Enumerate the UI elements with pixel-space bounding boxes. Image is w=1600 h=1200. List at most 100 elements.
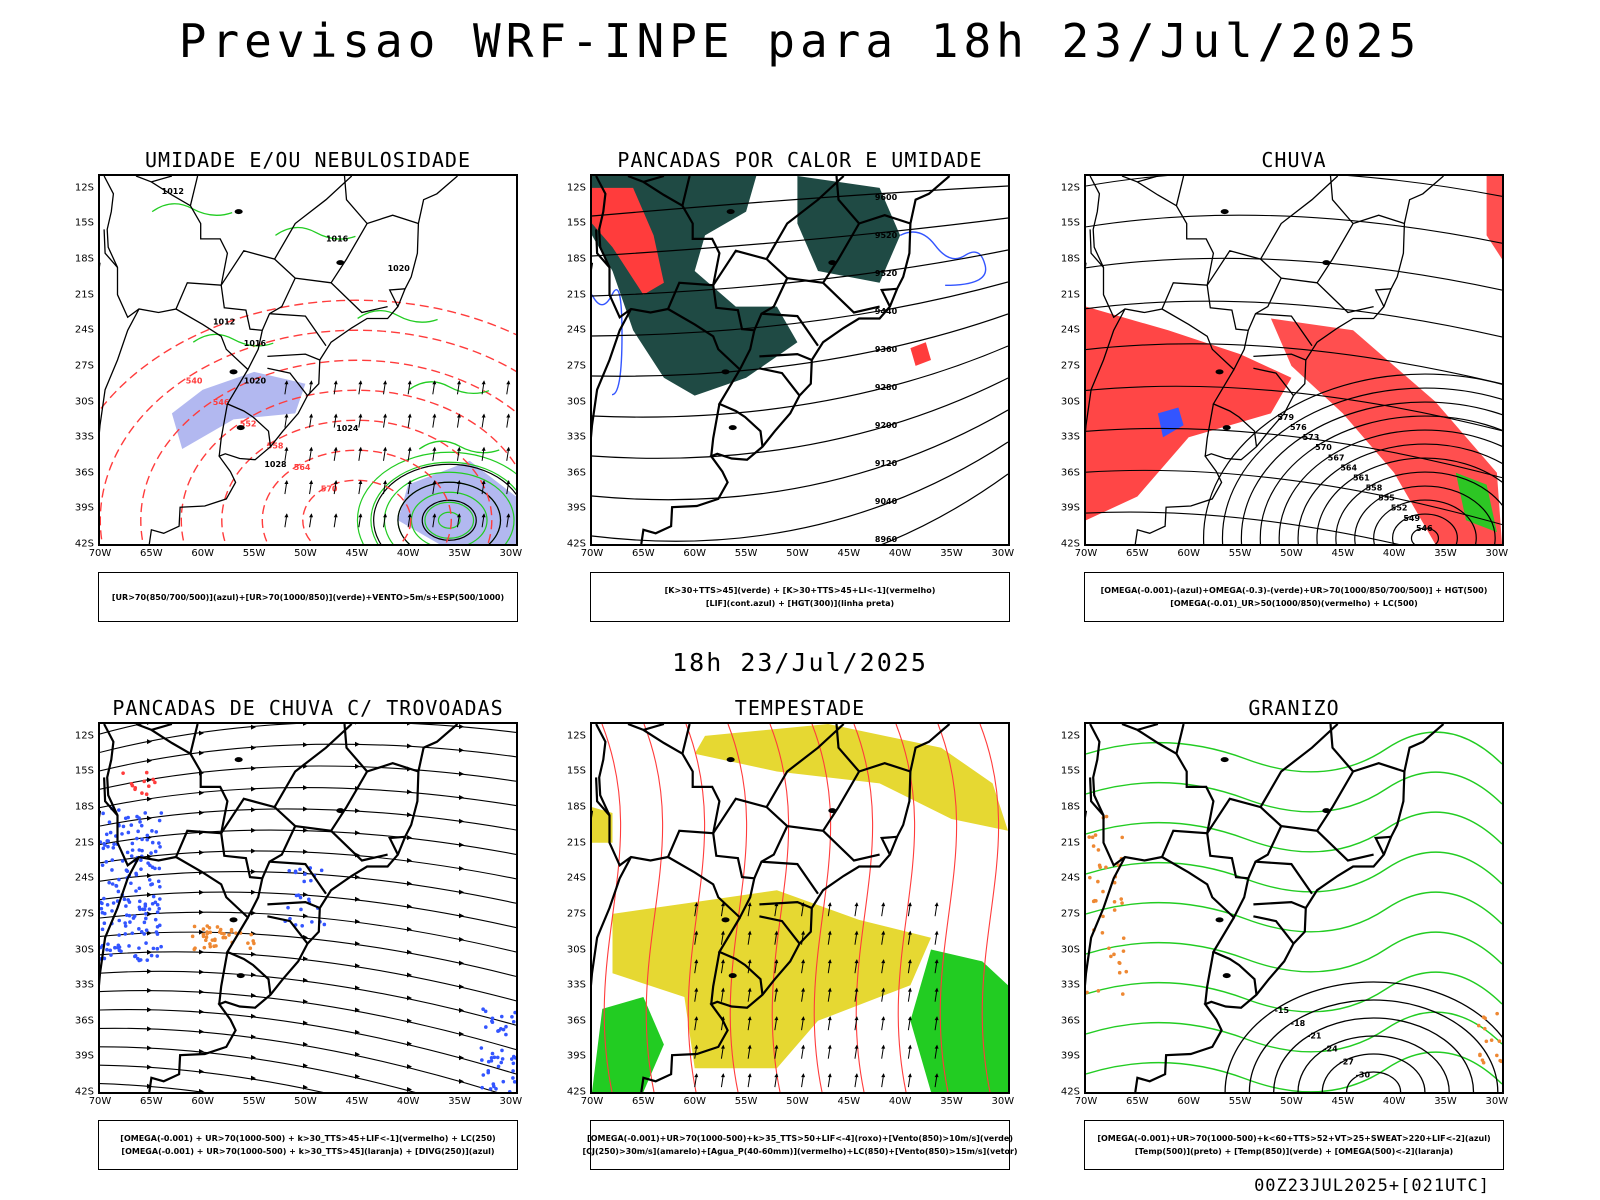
- wind-vector-head: [456, 380, 461, 385]
- contour-line: [1273, 1017, 1475, 1092]
- flow-arrow: [199, 889, 204, 895]
- flow-arrow: [459, 889, 464, 895]
- flow-arrow: [199, 1009, 204, 1015]
- contour-line: [370, 461, 516, 544]
- shaded-area: [1486, 176, 1502, 260]
- point-marker: [499, 1014, 504, 1019]
- lon-tick-label: 35W: [940, 1096, 963, 1107]
- border-line: [759, 915, 801, 945]
- border-line: [1260, 176, 1339, 260]
- footer-run-info: 00Z23JUL2025+[021UTC]: [1254, 1176, 1490, 1196]
- point-marker: [153, 900, 158, 905]
- wind-vector-head: [827, 1044, 832, 1049]
- contour-line: [1316, 457, 1502, 544]
- flow-arrow: [199, 810, 204, 816]
- streamline: [100, 765, 516, 790]
- point-marker: [500, 1048, 504, 1053]
- wind-vector-head: [720, 987, 725, 992]
- flow-arrow: [199, 969, 204, 975]
- wind-vector-head: [407, 446, 412, 451]
- lat-tick-label: 30S: [1060, 396, 1080, 408]
- wind-vector-head: [801, 930, 806, 935]
- panel-title: TEMPESTADE: [734, 696, 866, 720]
- flow-arrow: [407, 835, 412, 841]
- temp850-contour: [1086, 851, 1502, 893]
- lon-tick-label: 55W: [734, 548, 758, 559]
- lat-tick-label: 15S: [1060, 765, 1080, 777]
- coastline-east: [1134, 176, 1444, 544]
- legend-line: [Temp(500)](preto) + [Temp(850)](verde) …: [1134, 1147, 1454, 1156]
- contour-line: [421, 499, 477, 541]
- flow-arrow: [459, 1055, 464, 1061]
- wind-vector-head: [747, 959, 752, 964]
- point-marker: [1112, 952, 1116, 957]
- point-marker: [106, 844, 110, 849]
- wind-vector-head: [382, 480, 387, 485]
- point-marker: [107, 880, 111, 885]
- point-marker: [126, 830, 131, 835]
- panel-title: UMIDADE E/OU NEBULOSIDADE: [144, 148, 472, 172]
- streamline: [979, 724, 1000, 1092]
- wind-vector-head: [934, 1044, 939, 1049]
- point-marker: [319, 868, 324, 873]
- lat-tick-label: 21S: [74, 837, 94, 849]
- point-marker: [1100, 931, 1105, 935]
- point-marker: [511, 1069, 515, 1073]
- flow-arrow: [355, 896, 360, 902]
- legend-line: [UR>70(850/700/500)](azul)+[UR>70(1000/8…: [111, 592, 505, 602]
- lon-tick-label: 65W: [632, 548, 655, 559]
- lat-tick-label: 36S: [1060, 1015, 1080, 1027]
- point-marker: [507, 1090, 512, 1092]
- temp850-contour: [1086, 971, 1502, 1013]
- point-marker: [150, 901, 155, 906]
- border-line: [681, 724, 691, 754]
- point-marker: [139, 929, 144, 934]
- lon-tick-label: 60W: [683, 548, 707, 559]
- border-line: [269, 860, 327, 895]
- point-marker: [138, 958, 143, 962]
- map-trovoadas: [98, 722, 518, 1094]
- map-umidade: 570 564 558 552 546 540 1012 1012 1016 1016 1020 10…: [98, 174, 518, 546]
- flow-arrow: [303, 1041, 308, 1047]
- flow-arrow: [303, 999, 308, 1005]
- lake: [728, 973, 737, 979]
- border-line: [667, 285, 756, 372]
- isobar-label: 1024: [336, 424, 359, 433]
- contour-label: 576: [1290, 423, 1307, 432]
- point-marker: [144, 912, 148, 916]
- map-chuva: 546 549 552 555 558 561 564 567 570 573 576 579: [1084, 174, 1504, 546]
- point-marker: [302, 879, 306, 884]
- lon-tick-label: 45W: [1331, 548, 1355, 559]
- streamline: [769, 724, 790, 1092]
- point-marker: [303, 872, 307, 876]
- point-marker: [490, 1051, 495, 1056]
- shaded-area: [1157, 407, 1184, 438]
- wind-vector-head: [774, 930, 779, 935]
- point-marker: [1112, 908, 1117, 912]
- lake: [336, 808, 345, 814]
- point-marker: [495, 1055, 500, 1060]
- wind-vector-head: [881, 930, 886, 935]
- contour-label: 9600: [875, 193, 898, 202]
- flow-arrow: [459, 1078, 464, 1084]
- point-marker: [144, 770, 149, 775]
- contour-label: 573: [1303, 433, 1320, 442]
- contour-label: 558: [1366, 484, 1383, 493]
- border-line: [1204, 951, 1215, 1005]
- point-marker: [145, 837, 150, 842]
- temp850-contour: [1086, 891, 1502, 933]
- wind-vector-head: [333, 446, 338, 451]
- legend-box: [K>30+TTS>45](verde) + [K>30+TTS>45+LI<-…: [590, 572, 1010, 622]
- flow-arrow: [459, 724, 464, 730]
- point-marker: [1101, 914, 1105, 919]
- point-marker: [145, 833, 150, 838]
- flow-arrow: [147, 988, 152, 994]
- point-marker: [510, 1015, 514, 1019]
- height-contour: [592, 185, 1008, 217]
- point-marker: [208, 930, 213, 935]
- flow-arrow: [251, 1054, 256, 1060]
- contour-line: [1335, 471, 1502, 544]
- wind-vector-head: [747, 930, 752, 935]
- point-marker: [129, 823, 134, 827]
- lat-tick-label: 21S: [566, 289, 586, 301]
